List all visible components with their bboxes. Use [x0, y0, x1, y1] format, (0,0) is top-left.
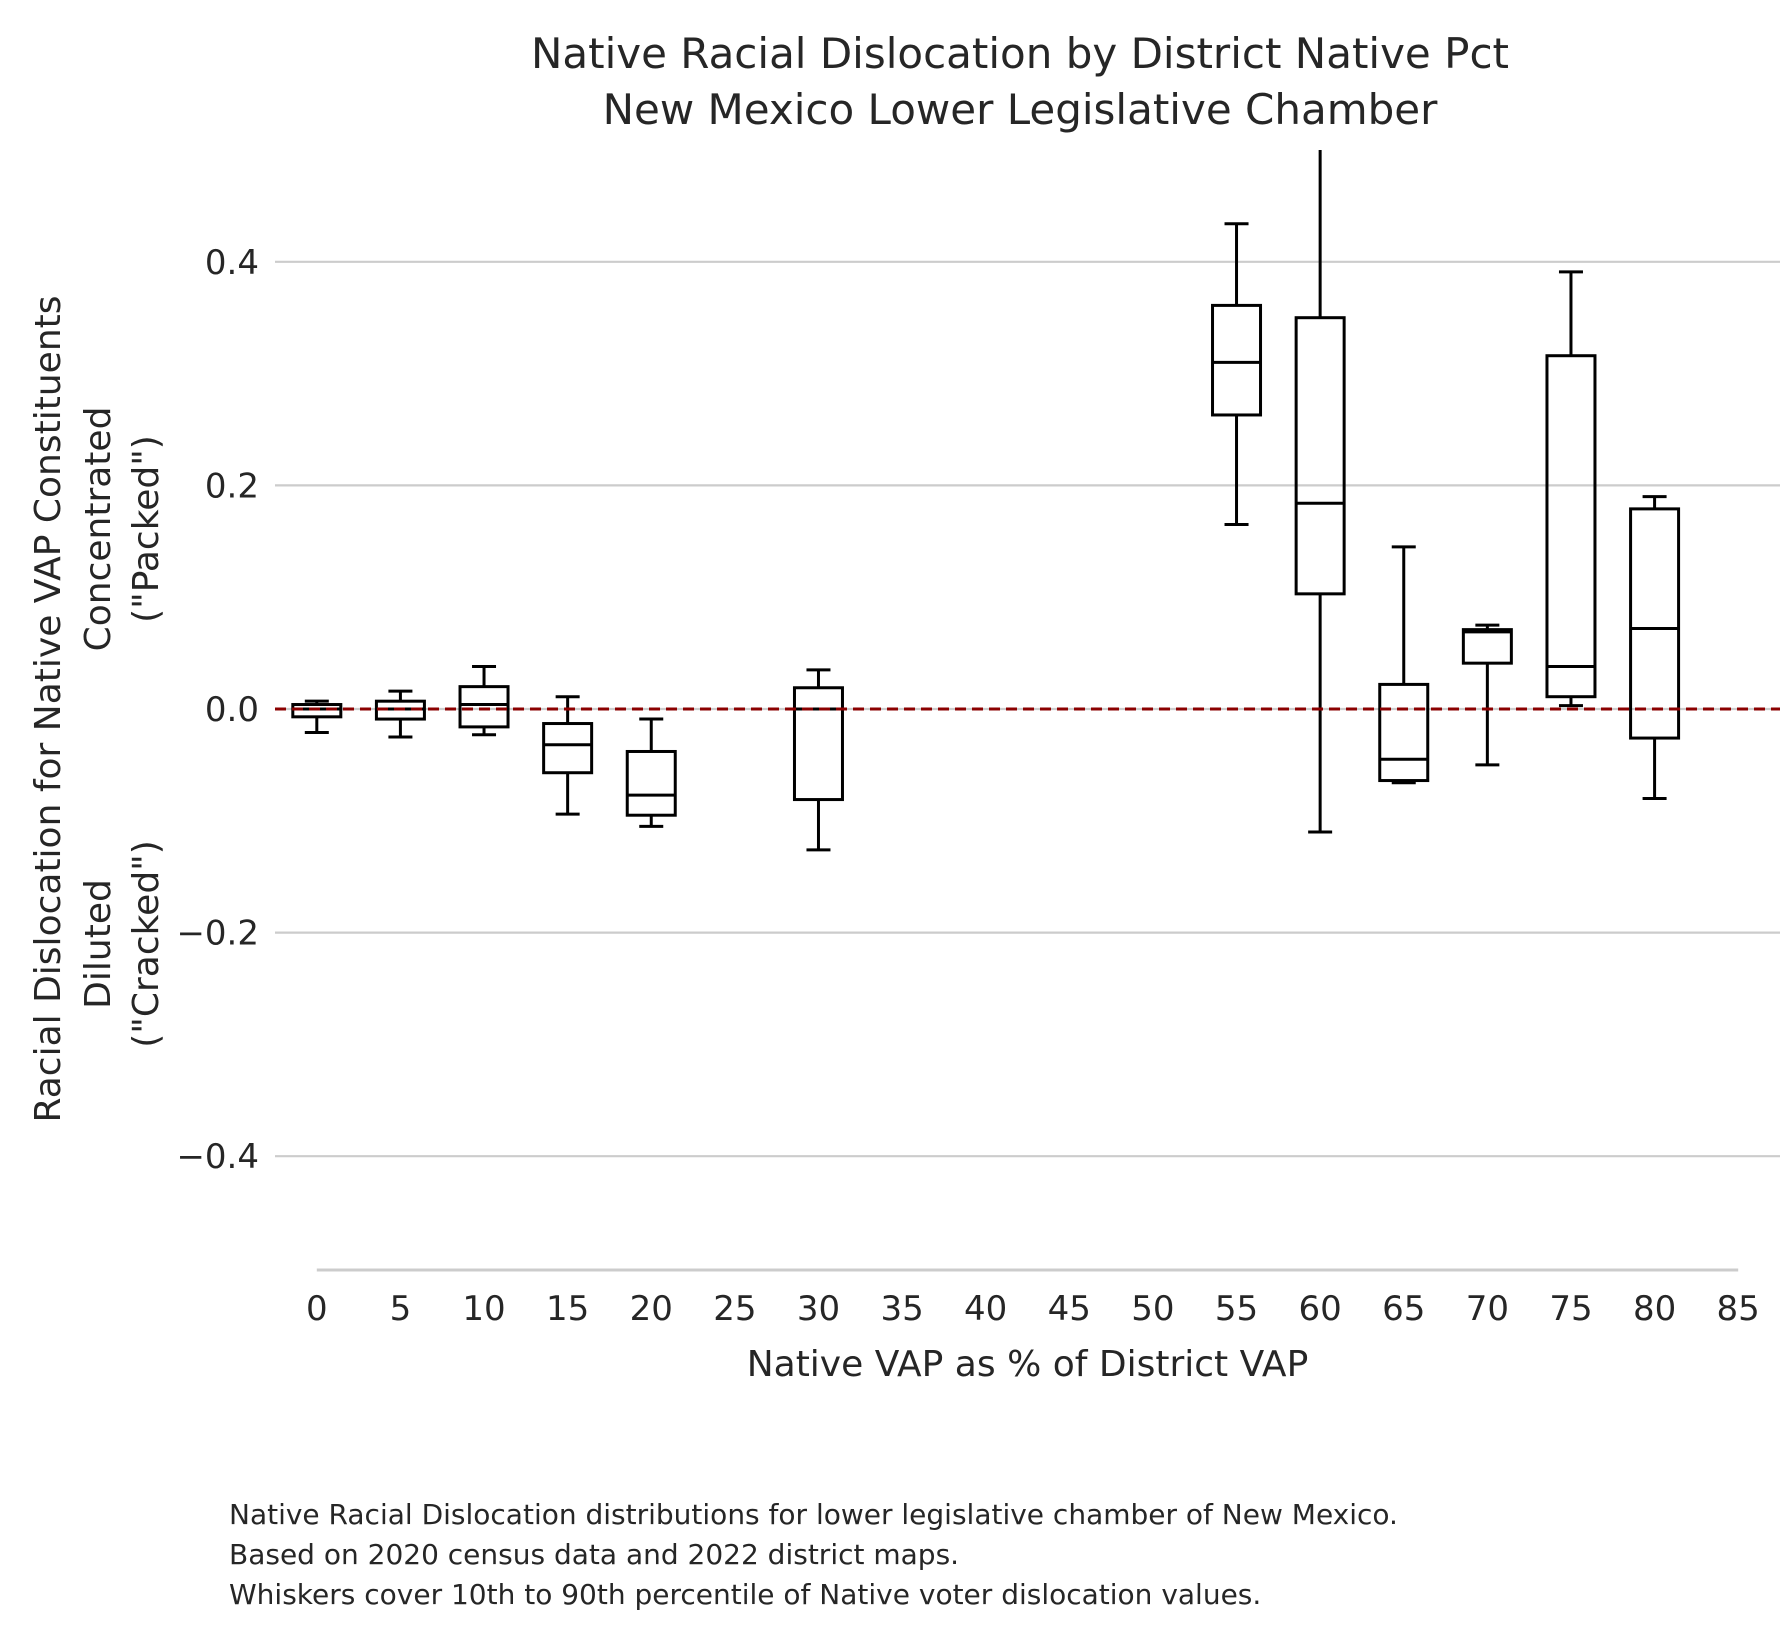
- y-axis-label-line: ("Packed"): [126, 435, 167, 623]
- box-iqr: [291, 703, 343, 719]
- y-tick-label: −0.4: [176, 1137, 259, 1177]
- x-axis-label: Native VAP as % of District VAP: [747, 1344, 1309, 1385]
- box-iqr: [1211, 303, 1263, 417]
- x-tick-label: 50: [1131, 1289, 1174, 1329]
- x-tick-label: 15: [546, 1289, 589, 1329]
- caption-line-1: Native Racial Dislocation distributions …: [229, 1498, 1398, 1531]
- box-plot-chart: −0.4 −0.2 0.0 0.2 0.4 0 5 10 15 20 25 30 35 40 45 50 55 6…: [28, 150, 1780, 1385]
- y-tick-label: 0.0: [205, 690, 259, 730]
- x-tick-label: 45: [1048, 1289, 1091, 1329]
- y-tick-label: 0.2: [205, 466, 259, 506]
- x-tick-label: 55: [1215, 1289, 1258, 1329]
- box-iqr: [542, 722, 594, 775]
- box-iqr: [1378, 682, 1430, 783]
- x-tick-label: 85: [1717, 1289, 1760, 1329]
- box-iqr: [1629, 507, 1681, 740]
- x-tick-label: 40: [964, 1289, 1007, 1329]
- x-tick-label: 75: [1549, 1289, 1592, 1329]
- box-iqr: [625, 749, 677, 817]
- x-tick-label: 60: [1299, 1289, 1342, 1329]
- chart-caption: Native Racial Dislocation distributions …: [229, 1495, 1398, 1615]
- y-tick-label: −0.2: [176, 914, 259, 954]
- box-iqr: [1545, 354, 1597, 699]
- caption-line-2: Based on 2020 census data and 2022 distr…: [229, 1538, 960, 1571]
- y-axis-label-line: Racial Dislocation for Native VAP Consti…: [28, 295, 69, 1122]
- x-tick-label: 10: [462, 1289, 505, 1329]
- y-axis-label-line: Concentrated: [78, 407, 119, 652]
- x-tick-label: 80: [1633, 1289, 1676, 1329]
- y-tick-label: 0.4: [205, 243, 259, 283]
- x-tick-label: 65: [1382, 1289, 1425, 1329]
- x-tick-label: 20: [630, 1289, 673, 1329]
- x-tick-label: 30: [797, 1289, 840, 1329]
- y-axis-label: Racial Dislocation for Native VAP Consti…: [28, 295, 167, 1122]
- y-axis-label-line: ("Cracked"): [126, 840, 167, 1048]
- chart-title-line-2: New Mexico Lower Legislative Chamber: [602, 85, 1438, 134]
- x-tick-label: 35: [880, 1289, 923, 1329]
- box-iqr: [792, 686, 844, 802]
- box-iqr: [458, 685, 510, 729]
- box-iqr: [1461, 628, 1513, 665]
- box-iqr: [1294, 316, 1346, 596]
- x-tick-label: 5: [390, 1289, 412, 1329]
- x-tick-label: 70: [1466, 1289, 1509, 1329]
- x-tick-label: 25: [713, 1289, 756, 1329]
- x-tick-label: 0: [306, 1289, 328, 1329]
- y-axis-label-line: Diluted: [78, 879, 119, 1009]
- chart-title-line-1: Native Racial Dislocation by District Na…: [530, 29, 1510, 78]
- caption-line-3: Whiskers cover 10th to 90th percentile o…: [229, 1578, 1262, 1611]
